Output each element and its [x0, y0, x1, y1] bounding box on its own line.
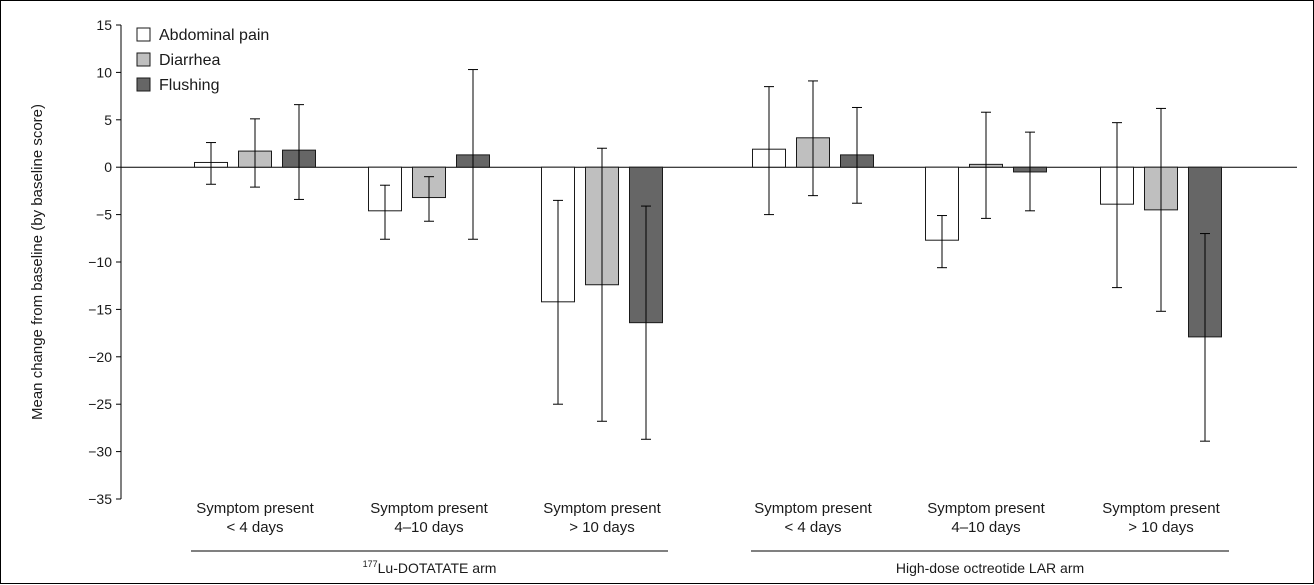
y-tick-label: −10 [88, 254, 112, 270]
legend-swatch [136, 52, 151, 67]
y-tick-label: 5 [104, 112, 112, 128]
y-tick-label: −30 [88, 444, 112, 460]
y-tick-label: −25 [88, 396, 112, 412]
category-label: Symptom present [927, 500, 1045, 517]
legend-swatch [136, 27, 151, 42]
y-tick-label: 15 [96, 17, 112, 33]
category-label: Symptom present [1102, 500, 1220, 517]
category-label: > 10 days [569, 519, 634, 536]
y-tick-label: −35 [88, 491, 112, 507]
legend-label: Diarrhea [159, 52, 220, 69]
y-tick-label: −5 [96, 207, 112, 223]
group-label: High-dose octreotide LAR arm [896, 560, 1084, 576]
y-tick-label: 0 [104, 159, 112, 175]
legend-swatch [136, 77, 151, 92]
y-tick-label: −20 [88, 349, 112, 365]
category-label: Symptom present [543, 500, 661, 517]
y-axis-title: Mean change from baseline (by baseline s… [29, 104, 46, 420]
category-label: < 4 days [226, 519, 283, 536]
category-label: > 10 days [1128, 519, 1193, 536]
y-tick-label: 10 [96, 64, 112, 80]
legend-label: Abdominal pain [159, 27, 269, 44]
category-label: Symptom present [370, 500, 488, 517]
category-label: 4–10 days [394, 519, 463, 536]
category-label: Symptom present [196, 500, 314, 517]
category-label: < 4 days [784, 519, 841, 536]
y-tick-label: −15 [88, 301, 112, 317]
legend-label: Flushing [159, 77, 219, 94]
category-label: Symptom present [754, 500, 872, 517]
group-label: 177Lu-DOTATATE arm [363, 559, 497, 576]
category-label: 4–10 days [951, 519, 1020, 536]
